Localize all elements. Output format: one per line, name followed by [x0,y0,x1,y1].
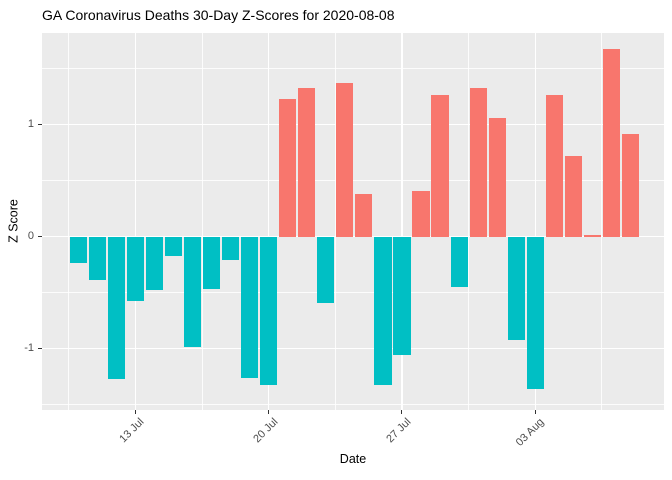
y-tick-mark [38,236,42,238]
x-axis-title: Date [339,452,367,466]
bar [336,83,354,237]
bar [412,190,430,237]
minor-gridline-h [42,292,664,294]
bar [241,236,259,378]
major-gridline-h [42,235,664,238]
bar [279,99,297,237]
bar [450,236,468,287]
bar [183,236,202,348]
minor-gridline-v [201,33,203,410]
x-tick-mark [134,410,136,414]
x-tick-mark [268,410,270,414]
major-gridline-v [267,33,270,410]
y-tick-label: 0 [27,230,34,243]
bar [564,156,582,237]
major-gridline-h [42,347,664,350]
bar [374,236,392,386]
minor-gridline-h [42,68,664,70]
bar [126,236,144,302]
bar [222,236,240,261]
bar [393,236,411,356]
minor-gridline-v [468,33,470,410]
x-tick-mark [534,410,536,414]
bar [545,94,563,237]
bar [583,235,601,237]
x-axis: 13 Jul 20 Jul 27 Jul 03 Aug [42,410,664,456]
bar [298,87,316,237]
minor-gridline-v [601,33,603,410]
bar [145,236,164,291]
bar [88,236,106,281]
x-tick-mark [401,410,403,414]
y-tick-mark [38,124,42,126]
y-tick-label: 1 [27,118,34,131]
plot-panel [42,33,664,410]
bar [507,236,525,340]
y-tick-mark [38,347,42,349]
y-axis-title: Z Score [6,199,21,243]
bar [526,236,544,389]
minor-gridline-v [334,33,336,410]
bar [202,236,221,290]
bar [107,236,125,379]
bar [602,48,620,237]
bar [260,236,278,386]
bar [317,236,335,303]
minor-gridline-h [42,403,664,405]
bar [469,87,487,237]
chart-title: GA Coronavirus Deaths 30-Day Z-Scores fo… [42,7,395,23]
major-gridline-v [401,33,403,410]
bar [431,94,449,237]
bar [621,133,640,237]
minor-gridline-v [68,33,70,410]
bar [355,194,373,237]
y-tick-label: -1 [24,341,34,354]
y-axis: -1 0 1 [0,33,42,410]
bar [164,236,183,256]
bar [69,236,87,264]
major-gridline-v [134,33,137,410]
bar [488,118,506,237]
major-gridline-v [534,33,536,410]
